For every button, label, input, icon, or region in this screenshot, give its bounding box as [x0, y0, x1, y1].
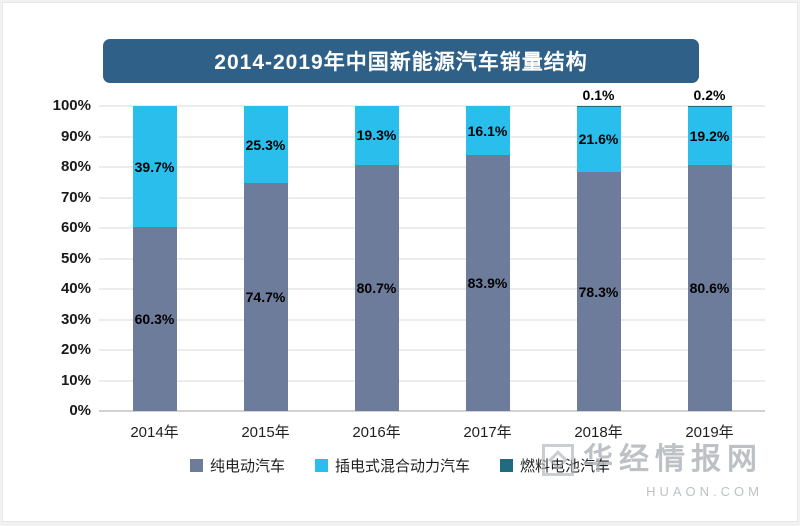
- data-label: 74.7%: [246, 289, 286, 305]
- y-axis: 100% 90% 80% 70% 60% 50% 40% 30% 20% 10% 0%: [3, 97, 91, 420]
- legend-item: 纯电动汽车: [190, 455, 285, 476]
- chart-title: 2014-2019年中国新能源汽车销量结构: [214, 46, 587, 76]
- legend-item: 插电式混合动力汽车: [315, 455, 470, 476]
- data-label: 25.3%: [246, 137, 286, 153]
- bar-column: 83.9% 16.1%: [432, 106, 543, 411]
- data-label: 60.3%: [135, 311, 175, 327]
- y-tick-label: 0%: [3, 402, 91, 420]
- legend-label: 插电式混合动力汽车: [335, 455, 470, 476]
- data-label: 80.7%: [357, 280, 397, 296]
- y-tick-label: 50%: [3, 250, 91, 268]
- bar-column: 74.7% 25.3%: [210, 106, 321, 411]
- legend-label: 燃料电池汽车: [520, 455, 610, 476]
- stacked-bar: 83.9% 16.1%: [466, 106, 510, 411]
- bar-column: 80.7% 19.3%: [321, 106, 432, 411]
- legend-swatch-icon: [315, 459, 328, 472]
- y-tick-label: 20%: [3, 341, 91, 359]
- y-tick-label: 60%: [3, 219, 91, 237]
- data-label: 21.6%: [579, 131, 619, 147]
- stacked-bar: 80.6%19.2%0.2%: [688, 106, 732, 411]
- legend-label: 纯电动汽车: [210, 455, 285, 476]
- data-label: 80.6%: [690, 280, 730, 296]
- legend-item: 燃料电池汽车: [500, 455, 610, 476]
- data-label: 16.1%: [468, 123, 508, 139]
- y-tick-label: 90%: [3, 128, 91, 146]
- watermark-domain: HUAON.COM: [646, 484, 763, 499]
- y-tick-label: 100%: [3, 97, 91, 115]
- y-tick-label: 40%: [3, 280, 91, 298]
- data-label: 83.9%: [468, 275, 508, 291]
- data-label: 78.3%: [579, 284, 619, 300]
- bar-column: 78.3%21.6%0.1%: [543, 106, 654, 411]
- chart-title-banner: 2014-2019年中国新能源汽车销量结构: [103, 39, 699, 83]
- x-tick-label: 2014年: [99, 421, 210, 442]
- bar-column: 80.6%19.2%0.2%: [654, 106, 765, 411]
- stacked-bar: 80.7% 19.3%: [355, 106, 399, 411]
- plot-area: 60.3% 39.7% 74.7% 25.3% 80.7% 19.3% 83.9% 16.1%…: [99, 106, 765, 411]
- x-tick-label: 2017年: [432, 421, 543, 442]
- y-tick-label: 10%: [3, 372, 91, 390]
- stacked-bar: 78.3%21.6%0.1%: [577, 106, 621, 411]
- x-tick-label: 2018年: [543, 421, 654, 442]
- data-label: 0.1%: [583, 87, 615, 103]
- y-tick-label: 70%: [3, 189, 91, 207]
- x-tick-label: 2016年: [321, 421, 432, 442]
- bar-segment: [688, 106, 732, 107]
- legend: 纯电动汽车 插电式混合动力汽车 燃料电池汽车: [3, 455, 797, 476]
- legend-swatch-icon: [500, 459, 513, 472]
- y-tick-label: 30%: [3, 311, 91, 329]
- x-tick-label: 2015年: [210, 421, 321, 442]
- bar-column: 60.3% 39.7%: [99, 106, 210, 411]
- data-label: 19.3%: [357, 127, 397, 143]
- stacked-bar: 74.7% 25.3%: [244, 106, 288, 411]
- data-label: 0.2%: [694, 87, 726, 103]
- legend-swatch-icon: [190, 459, 203, 472]
- data-label: 19.2%: [690, 128, 730, 144]
- stacked-bar: 60.3% 39.7%: [133, 106, 177, 411]
- data-label: 39.7%: [135, 159, 175, 175]
- x-tick-label: 2019年: [654, 421, 765, 442]
- y-tick-label: 80%: [3, 158, 91, 176]
